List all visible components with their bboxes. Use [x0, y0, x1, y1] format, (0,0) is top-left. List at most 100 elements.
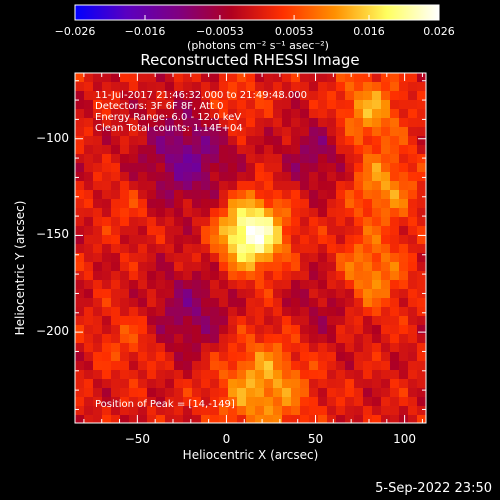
heatmap-cell	[102, 262, 112, 272]
heatmap-cell	[111, 109, 121, 119]
heatmap-cell	[363, 136, 373, 146]
heatmap-cell	[417, 181, 427, 191]
heatmap-cell	[381, 73, 391, 83]
heatmap-cell	[111, 397, 121, 407]
y-tick-label: −200	[36, 324, 69, 339]
colorbar	[74, 4, 440, 21]
heatmap-cell	[408, 370, 418, 380]
heatmap-cell	[138, 190, 148, 200]
heatmap-cell	[255, 307, 265, 317]
heatmap-cell	[309, 316, 319, 326]
heatmap-cell	[318, 289, 328, 299]
heatmap-cell	[219, 298, 229, 308]
heatmap-cell	[147, 145, 157, 155]
heatmap-cell	[264, 208, 274, 218]
heatmap-cell	[75, 172, 85, 182]
heatmap-cell	[147, 361, 157, 371]
heatmap-cell	[354, 361, 364, 371]
heatmap-cell	[174, 181, 184, 191]
heatmap-cell	[102, 217, 112, 227]
heatmap-cell	[300, 370, 310, 380]
heatmap-cell	[345, 136, 355, 146]
heatmap-cell	[300, 235, 310, 245]
heatmap-cell	[372, 118, 382, 128]
heatmap-cell	[363, 217, 373, 227]
heatmap-cell	[354, 244, 364, 254]
heatmap-cell	[399, 298, 409, 308]
heatmap-cell	[264, 397, 274, 407]
heatmap-cell	[372, 343, 382, 353]
heatmap-cell	[84, 415, 94, 424]
annotation-time: 11-Jul-2017 21:46:32.000 to 21:49:48.000	[95, 90, 307, 101]
heatmap-cell	[210, 343, 220, 353]
heatmap-cell	[246, 361, 256, 371]
heatmap-cell	[282, 415, 292, 424]
heatmap-cell	[84, 199, 94, 209]
heatmap-cell	[390, 136, 400, 146]
heatmap-cell	[228, 343, 238, 353]
heatmap-cell	[264, 226, 274, 236]
heatmap-cell	[93, 406, 103, 416]
heatmap-cell	[138, 343, 148, 353]
heatmap-cell	[417, 73, 427, 83]
heatmap-cell	[219, 109, 229, 119]
heatmap-cell	[264, 181, 274, 191]
heatmap-cell	[120, 379, 130, 389]
heatmap-cell	[282, 91, 292, 101]
heatmap-cell	[300, 145, 310, 155]
heatmap-cell	[309, 82, 319, 92]
heatmap-cell	[417, 361, 427, 371]
heatmap-cell	[183, 82, 193, 92]
heatmap-cell	[192, 154, 202, 164]
heatmap-cell	[120, 298, 130, 308]
heatmap-cell	[174, 163, 184, 173]
heatmap-cell	[138, 73, 148, 83]
heatmap-cell	[336, 406, 346, 416]
heatmap-cell	[210, 316, 220, 326]
heatmap-cell	[300, 280, 310, 290]
heatmap-cell	[237, 289, 247, 299]
heatmap-cell	[318, 370, 328, 380]
heatmap-cell	[228, 109, 238, 119]
heatmap-cell	[147, 334, 157, 344]
heatmap-cell	[201, 109, 211, 119]
heatmap-cell	[372, 235, 382, 245]
heatmap-cell	[138, 109, 148, 119]
plot-frame	[74, 72, 427, 424]
heatmap-cell	[408, 352, 418, 362]
heatmap-cell	[174, 190, 184, 200]
heatmap-cell	[102, 226, 112, 236]
heatmap-cell	[417, 316, 427, 326]
heatmap-cell	[84, 235, 94, 245]
heatmap-cell	[363, 334, 373, 344]
heatmap-cell	[408, 298, 418, 308]
heatmap-cell	[273, 280, 283, 290]
heatmap-cell	[84, 154, 94, 164]
heatmap-cell	[399, 325, 409, 335]
heatmap-cell	[399, 109, 409, 119]
heatmap-cell	[93, 316, 103, 326]
heatmap-cell	[120, 316, 130, 326]
heatmap-cell	[75, 217, 85, 227]
heatmap-cell	[201, 262, 211, 272]
heatmap-cell	[345, 271, 355, 281]
heatmap-cell	[165, 226, 175, 236]
heatmap-cell	[354, 289, 364, 299]
colorbar-tick-label: −0.016	[124, 25, 166, 38]
heatmap-cell	[138, 334, 148, 344]
heatmap-cell	[201, 406, 211, 416]
heatmap-cell	[201, 235, 211, 245]
heatmap-cell	[111, 352, 121, 362]
heatmap-cell	[264, 343, 274, 353]
heatmap-cell	[354, 181, 364, 191]
heatmap-cell	[300, 163, 310, 173]
heatmap-cell	[174, 127, 184, 137]
heatmap-cell	[138, 397, 148, 407]
heatmap-cell	[84, 208, 94, 218]
heatmap-cell	[165, 280, 175, 290]
heatmap-cell	[300, 190, 310, 200]
heatmap-cell	[390, 217, 400, 227]
heatmap-cell	[192, 370, 202, 380]
heatmap-cell	[417, 253, 427, 263]
heatmap-cell	[390, 271, 400, 281]
